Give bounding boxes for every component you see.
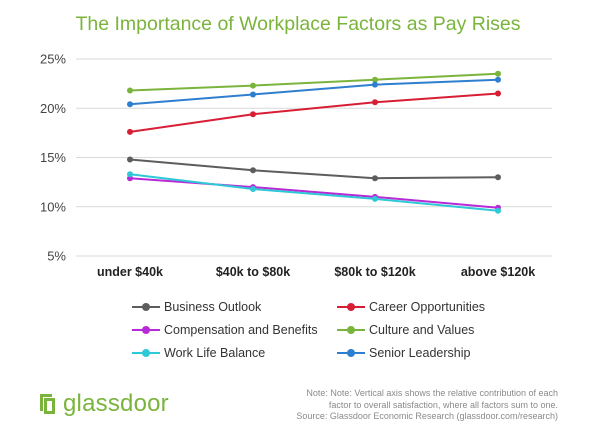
data-point xyxy=(495,90,501,97)
legend-item: Work Life Balance xyxy=(132,346,337,360)
note-line-2: factor to overall satisfaction, where al… xyxy=(328,399,558,410)
data-point xyxy=(250,111,256,118)
data-point xyxy=(127,128,133,135)
series-career-opportunities xyxy=(127,90,501,135)
legend-swatch xyxy=(132,346,160,360)
series-line xyxy=(129,177,499,209)
data-point xyxy=(250,82,256,89)
series-line xyxy=(129,78,499,106)
data-point xyxy=(250,186,256,192)
x-tick-label: $80k to $120k xyxy=(334,265,415,279)
legend-swatch xyxy=(337,300,365,314)
chart-note: Note: Note: Vertical axis shows the rela… xyxy=(238,388,558,423)
data-point xyxy=(372,175,378,182)
data-point xyxy=(127,171,133,178)
y-axis-ticks: 25% 20% 15% 10% 5% xyxy=(40,52,66,264)
legend-item: Business Outlook xyxy=(132,300,337,314)
x-axis-ticks: under $40k $40k to $80k $80k to $120k above… xyxy=(97,265,535,279)
series-line xyxy=(129,158,499,180)
data-point xyxy=(495,174,501,181)
legend-item: Career Opportunities xyxy=(337,300,552,314)
data-point xyxy=(372,76,378,83)
legend-label: Culture and Values xyxy=(369,323,475,337)
series-business-outlook xyxy=(127,156,501,182)
legend: Business Outlook Career Opportunities Comp… xyxy=(132,300,552,360)
y-tick-label: 10% xyxy=(40,199,66,214)
x-tick-label: $40k to $80k xyxy=(216,265,290,279)
note-line-3: Source: Glassdoor Economic Research (gla… xyxy=(296,411,558,421)
data-point xyxy=(127,156,133,163)
data-point xyxy=(372,195,378,202)
legend-label: Work Life Balance xyxy=(164,346,266,360)
data-point xyxy=(372,99,378,106)
legend-item: Culture and Values xyxy=(337,323,552,337)
series-culture-and-values xyxy=(127,70,501,94)
glassdoor-logo-text: glassdoor xyxy=(63,390,169,417)
line-chart: 25% 20% 15% 10% 5% under $40k $40k to $80k $80… xyxy=(40,52,552,279)
data-point xyxy=(495,70,501,77)
data-point xyxy=(372,81,378,88)
y-tick-label: 25% xyxy=(40,52,66,67)
x-tick-label: above $120k xyxy=(461,265,535,279)
legend-item: Senior Leadership xyxy=(337,346,552,360)
data-point xyxy=(127,101,133,108)
series-line xyxy=(129,72,499,92)
data-point xyxy=(495,207,501,214)
note-line-1: Note: Note: Vertical axis shows the rela… xyxy=(306,388,558,398)
y-tick-label: 5% xyxy=(47,249,66,264)
y-tick-label: 15% xyxy=(40,150,66,165)
series-lines xyxy=(127,70,501,214)
series-line xyxy=(129,92,499,133)
data-point xyxy=(250,91,256,98)
legend-swatch xyxy=(337,323,365,337)
glassdoor-logo: glassdoor xyxy=(38,390,169,418)
glassdoor-door-icon xyxy=(40,394,55,414)
chart-title: The Importance of Workplace Factors as P… xyxy=(75,13,521,35)
legend-label: Career Opportunities xyxy=(369,300,486,314)
legend-label: Business Outlook xyxy=(164,300,262,314)
legend-swatch xyxy=(132,300,160,314)
legend-item: Compensation and Benefits xyxy=(132,323,337,337)
legend-label: Senior Leadership xyxy=(369,346,471,360)
series-senior-leadership xyxy=(127,76,501,108)
data-point xyxy=(127,87,133,94)
legend-label: Compensation and Benefits xyxy=(164,323,318,337)
data-point xyxy=(495,76,501,83)
y-tick-label: 20% xyxy=(40,101,66,116)
legend-swatch xyxy=(337,346,365,360)
series-work-life-balance xyxy=(127,171,501,214)
x-tick-label: under $40k xyxy=(97,265,163,279)
legend-swatch xyxy=(132,323,160,337)
data-point xyxy=(250,167,256,174)
series-line xyxy=(129,173,499,212)
